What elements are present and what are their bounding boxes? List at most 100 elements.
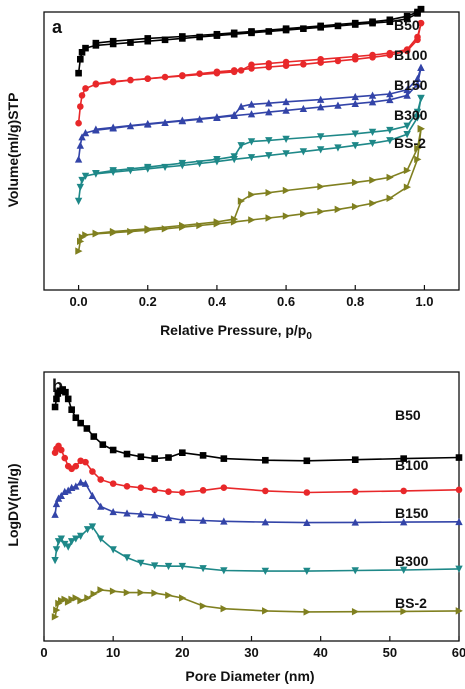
data-point [151, 455, 158, 462]
data-point [109, 480, 117, 487]
data-point [72, 535, 80, 543]
data-point [97, 502, 105, 510]
data-point [76, 141, 85, 149]
data-point [351, 53, 359, 60]
data-point [248, 28, 255, 35]
data-point [400, 455, 407, 462]
data-point [199, 487, 207, 494]
data-point [265, 108, 273, 116]
x-axis-title-a-subscript: 0 [306, 331, 312, 342]
data-point [403, 166, 412, 175]
data-point [403, 183, 412, 191]
data-point [417, 5, 425, 13]
data-point [403, 91, 411, 99]
data-point [386, 49, 394, 57]
series-label-b300: B300 [395, 553, 429, 569]
data-point [57, 491, 65, 500]
data-point [230, 110, 238, 119]
panel-a: a Relative Pressure, p/p0 Volume(ml/g)ST… [5, 5, 460, 342]
data-point [220, 484, 228, 491]
data-point [75, 247, 83, 255]
data-point [61, 454, 69, 462]
data-point [368, 128, 377, 136]
data-point [334, 22, 342, 30]
data-point [369, 18, 376, 26]
data-point [316, 103, 325, 111]
data-point [144, 119, 152, 128]
data-point [178, 516, 187, 524]
data-point [334, 57, 342, 65]
data-point [300, 60, 307, 68]
data-point [400, 487, 407, 495]
data-point [77, 55, 84, 63]
data-point [90, 590, 98, 598]
panel-letter-b: b [52, 376, 63, 396]
data-point [262, 607, 270, 615]
data-point [165, 591, 173, 599]
data-point [127, 39, 134, 46]
data-point [413, 74, 422, 83]
data-point [299, 148, 308, 156]
data-point [282, 150, 290, 158]
data-point [247, 100, 256, 108]
data-point [109, 37, 117, 45]
data-point [317, 22, 324, 30]
desorption-line [95, 98, 422, 174]
data-point [248, 190, 256, 199]
data-point [92, 169, 100, 178]
data-point [89, 468, 96, 475]
data-point [74, 155, 83, 163]
data-point [351, 19, 359, 27]
x-tick-label: 1.0 [415, 294, 433, 309]
data-point [72, 594, 80, 602]
data-point [414, 8, 421, 16]
series-label-bs-2: BS-2 [394, 135, 426, 151]
data-point [97, 476, 105, 483]
data-point [179, 594, 187, 602]
x-tick-label: 20 [175, 645, 189, 660]
plot-frame-a [43, 11, 460, 291]
data-point [82, 44, 89, 52]
data-point [351, 607, 360, 616]
data-point [109, 123, 117, 131]
x-tick-label: 10 [106, 645, 120, 660]
data-point [76, 532, 85, 540]
panel-letter-a: a [52, 17, 63, 37]
series-b100 [51, 442, 463, 496]
data-point [386, 90, 394, 98]
data-point [90, 433, 98, 440]
data-point [150, 511, 159, 519]
data-point [351, 99, 359, 108]
data-point [78, 176, 86, 185]
series-label-b50: B50 [395, 407, 421, 423]
data-point [199, 516, 207, 524]
data-point [151, 589, 159, 597]
data-point [334, 101, 342, 109]
data-point [386, 16, 394, 24]
data-point [178, 159, 187, 168]
data-point [213, 69, 221, 77]
data-point [282, 186, 290, 195]
data-point [109, 78, 117, 85]
data-point [237, 197, 246, 205]
data-point [127, 227, 135, 236]
data-point [303, 567, 311, 575]
data-point [57, 535, 65, 543]
data-point [72, 482, 80, 490]
data-point [144, 35, 152, 42]
data-point [88, 523, 97, 531]
x-ticks-b: 0 10 20 30 40 50 60 [40, 636, 465, 660]
panel-b: b Pore Diameter (nm) LogDV(ml/g) 0 10 20 30… [5, 371, 465, 684]
data-point [265, 152, 273, 160]
data-point [196, 33, 203, 41]
data-point [334, 144, 342, 152]
data-point [265, 28, 273, 35]
data-point [76, 478, 85, 486]
data-point [82, 85, 89, 92]
data-point [82, 458, 89, 466]
series-label-b100: B100 [394, 47, 428, 63]
data-point [51, 557, 59, 565]
data-point [92, 80, 100, 88]
data-point [83, 425, 91, 432]
data-point [213, 156, 221, 164]
